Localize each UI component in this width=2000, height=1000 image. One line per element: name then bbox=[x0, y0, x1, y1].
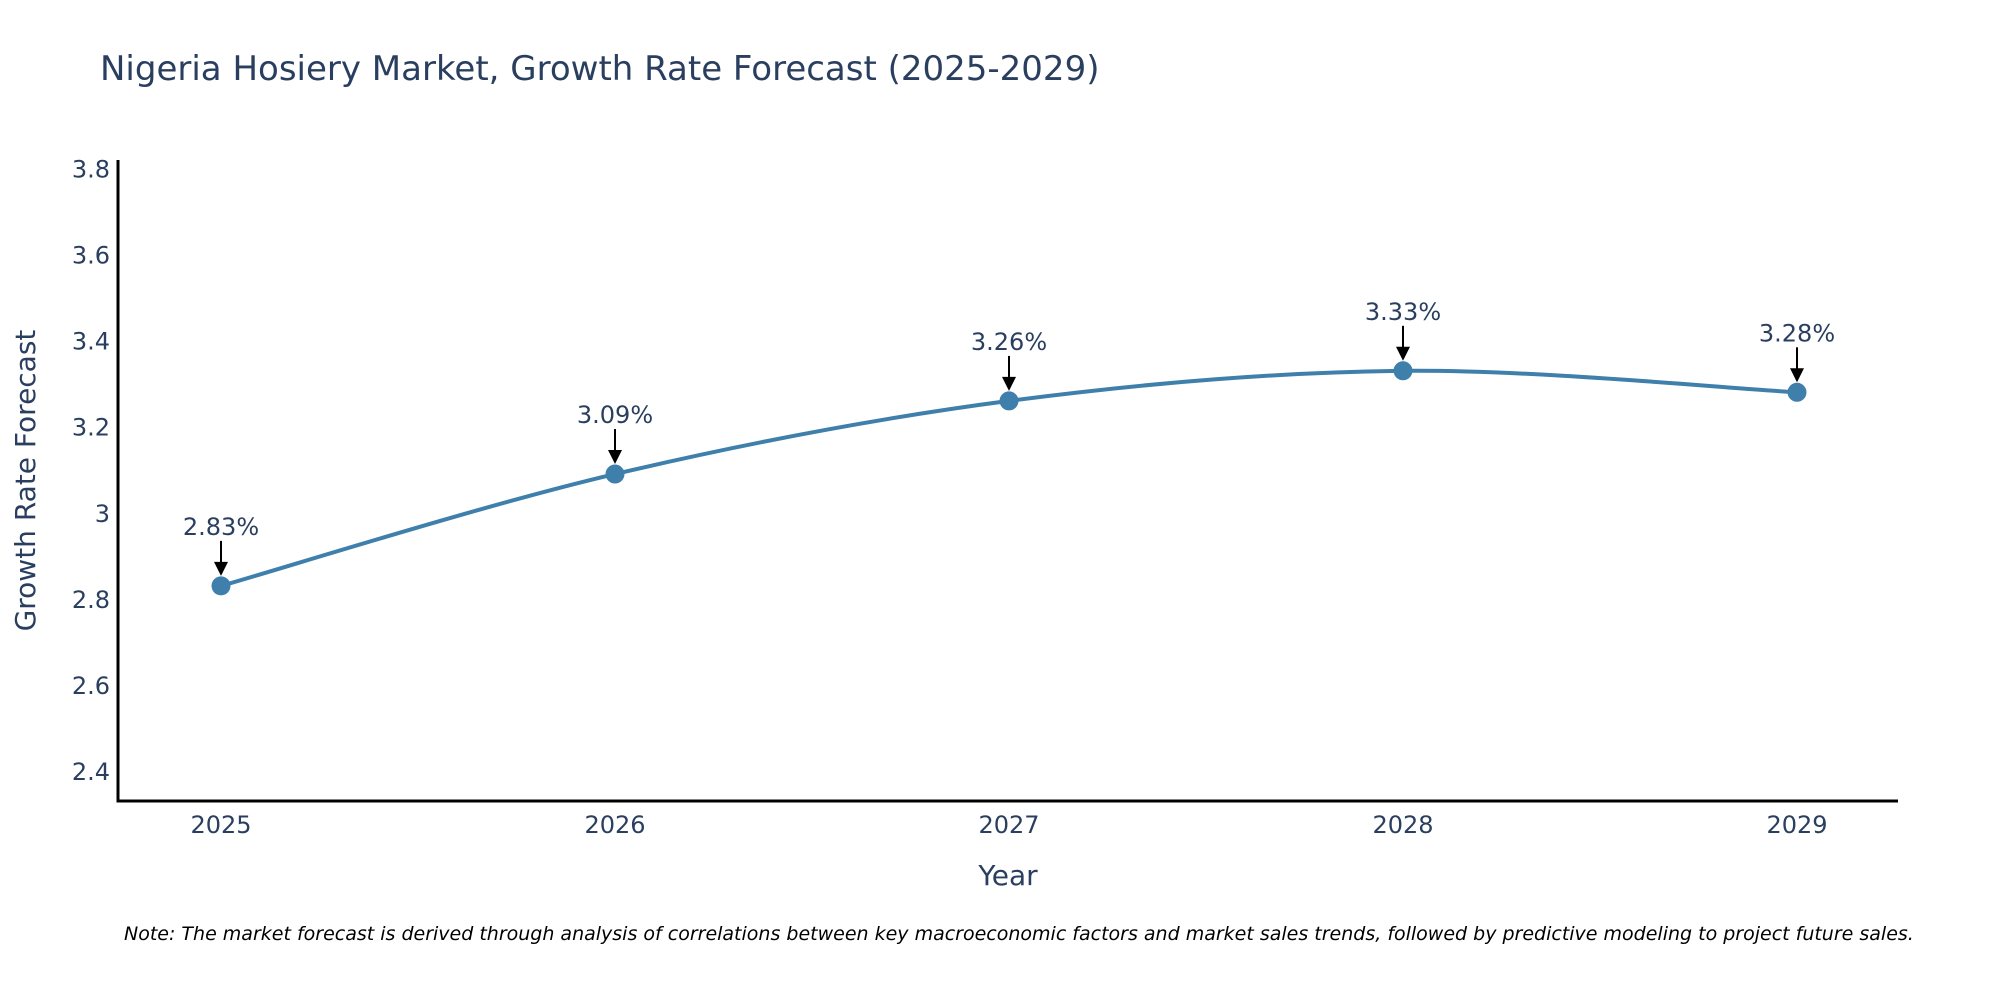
y-tick-label: 3.4 bbox=[72, 328, 110, 356]
data-label-annotation: 2.83% bbox=[183, 513, 259, 576]
data-label-annotations: 2.83% 3.09% 3.26% 3.33% 3.28% bbox=[183, 298, 1835, 576]
data-label-annotation: 3.33% bbox=[1365, 298, 1441, 361]
y-tick-label: 3.8 bbox=[72, 156, 110, 184]
data-point-marker bbox=[1393, 361, 1413, 381]
data-label: 3.28% bbox=[1759, 319, 1835, 347]
x-tick-label: 2027 bbox=[978, 811, 1039, 839]
y-tick-label: 2.6 bbox=[72, 672, 110, 700]
x-tick-label: 2029 bbox=[1766, 811, 1827, 839]
x-tick-label: 2026 bbox=[584, 811, 645, 839]
data-point-marker bbox=[1787, 382, 1807, 402]
annotation-arrow-head bbox=[1396, 346, 1410, 361]
annotation-arrow-head bbox=[1790, 368, 1804, 383]
data-point-marker bbox=[999, 391, 1019, 411]
x-tick-label: 2025 bbox=[190, 811, 251, 839]
data-label-annotation: 3.28% bbox=[1759, 319, 1835, 383]
y-tick-label: 2.8 bbox=[72, 586, 110, 614]
data-label: 3.33% bbox=[1365, 298, 1441, 326]
y-tick-label: 3 bbox=[95, 500, 110, 528]
y-axis-title: Growth Rate Forecast bbox=[9, 330, 42, 632]
y-tick-label: 2.4 bbox=[72, 758, 110, 786]
annotation-arrow-head bbox=[608, 450, 622, 465]
x-axis-title: Year bbox=[977, 859, 1038, 892]
y-axis-ticks: 2.4 2.6 2.8 3 3.2 3.4 3.6 3.8 bbox=[72, 156, 110, 786]
annotation-arrow-head bbox=[214, 561, 228, 576]
data-label: 3.26% bbox=[971, 328, 1047, 356]
data-label-annotation: 3.09% bbox=[577, 401, 653, 465]
data-label: 3.09% bbox=[577, 401, 653, 429]
annotation-arrow-head bbox=[1002, 376, 1016, 391]
data-label: 2.83% bbox=[183, 513, 259, 541]
y-tick-label: 3.2 bbox=[72, 414, 110, 442]
x-axis-ticks: 2025 2026 2027 2028 2029 bbox=[190, 811, 1827, 839]
data-point-marker bbox=[605, 464, 625, 484]
footnote: Note: The market forecast is derived thr… bbox=[124, 923, 1914, 945]
x-tick-label: 2028 bbox=[1372, 811, 1433, 839]
data-label-annotation: 3.26% bbox=[971, 328, 1047, 391]
chart-title: Nigeria Hosiery Market, Growth Rate Fore… bbox=[100, 49, 1099, 89]
y-tick-label: 3.6 bbox=[72, 242, 110, 270]
series-markers bbox=[211, 361, 1807, 596]
data-point-marker bbox=[211, 576, 231, 596]
